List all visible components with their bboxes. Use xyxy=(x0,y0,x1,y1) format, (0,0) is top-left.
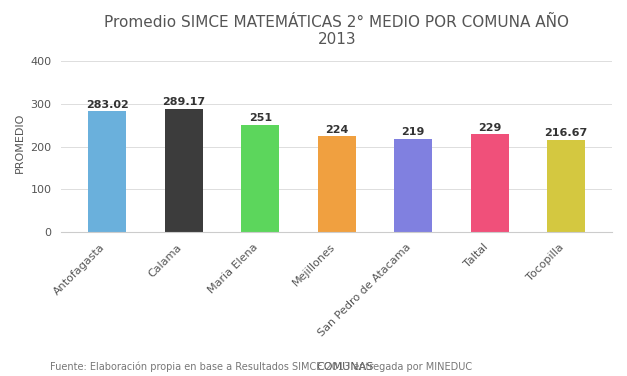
Text: 289.17: 289.17 xyxy=(162,97,205,107)
Bar xyxy=(547,139,585,232)
Bar xyxy=(88,111,127,232)
Text: Fuente: Elaboración propia en base a Resultados SIMCE 2013 entregada por MINEDUC: Fuente: Elaboración propia en base a Res… xyxy=(50,362,472,372)
Title: Promedio SIMCE MATEMÁTICAS 2° MEDIO POR COMUNA AÑO
2013: Promedio SIMCE MATEMÁTICAS 2° MEDIO POR … xyxy=(104,15,569,47)
Text: COMUNAS: COMUNAS xyxy=(316,362,374,372)
Bar xyxy=(470,134,508,232)
Text: 216.67: 216.67 xyxy=(544,128,587,138)
Text: 224: 224 xyxy=(325,125,349,135)
Text: 283.02: 283.02 xyxy=(86,100,129,109)
Bar xyxy=(394,139,432,232)
Y-axis label: PROMEDIO: PROMEDIO xyxy=(15,112,25,173)
Text: 229: 229 xyxy=(478,123,502,133)
Text: 251: 251 xyxy=(249,113,271,123)
Bar xyxy=(241,125,280,232)
Bar xyxy=(165,109,203,232)
Bar xyxy=(318,136,356,232)
Text: 219: 219 xyxy=(401,127,425,137)
